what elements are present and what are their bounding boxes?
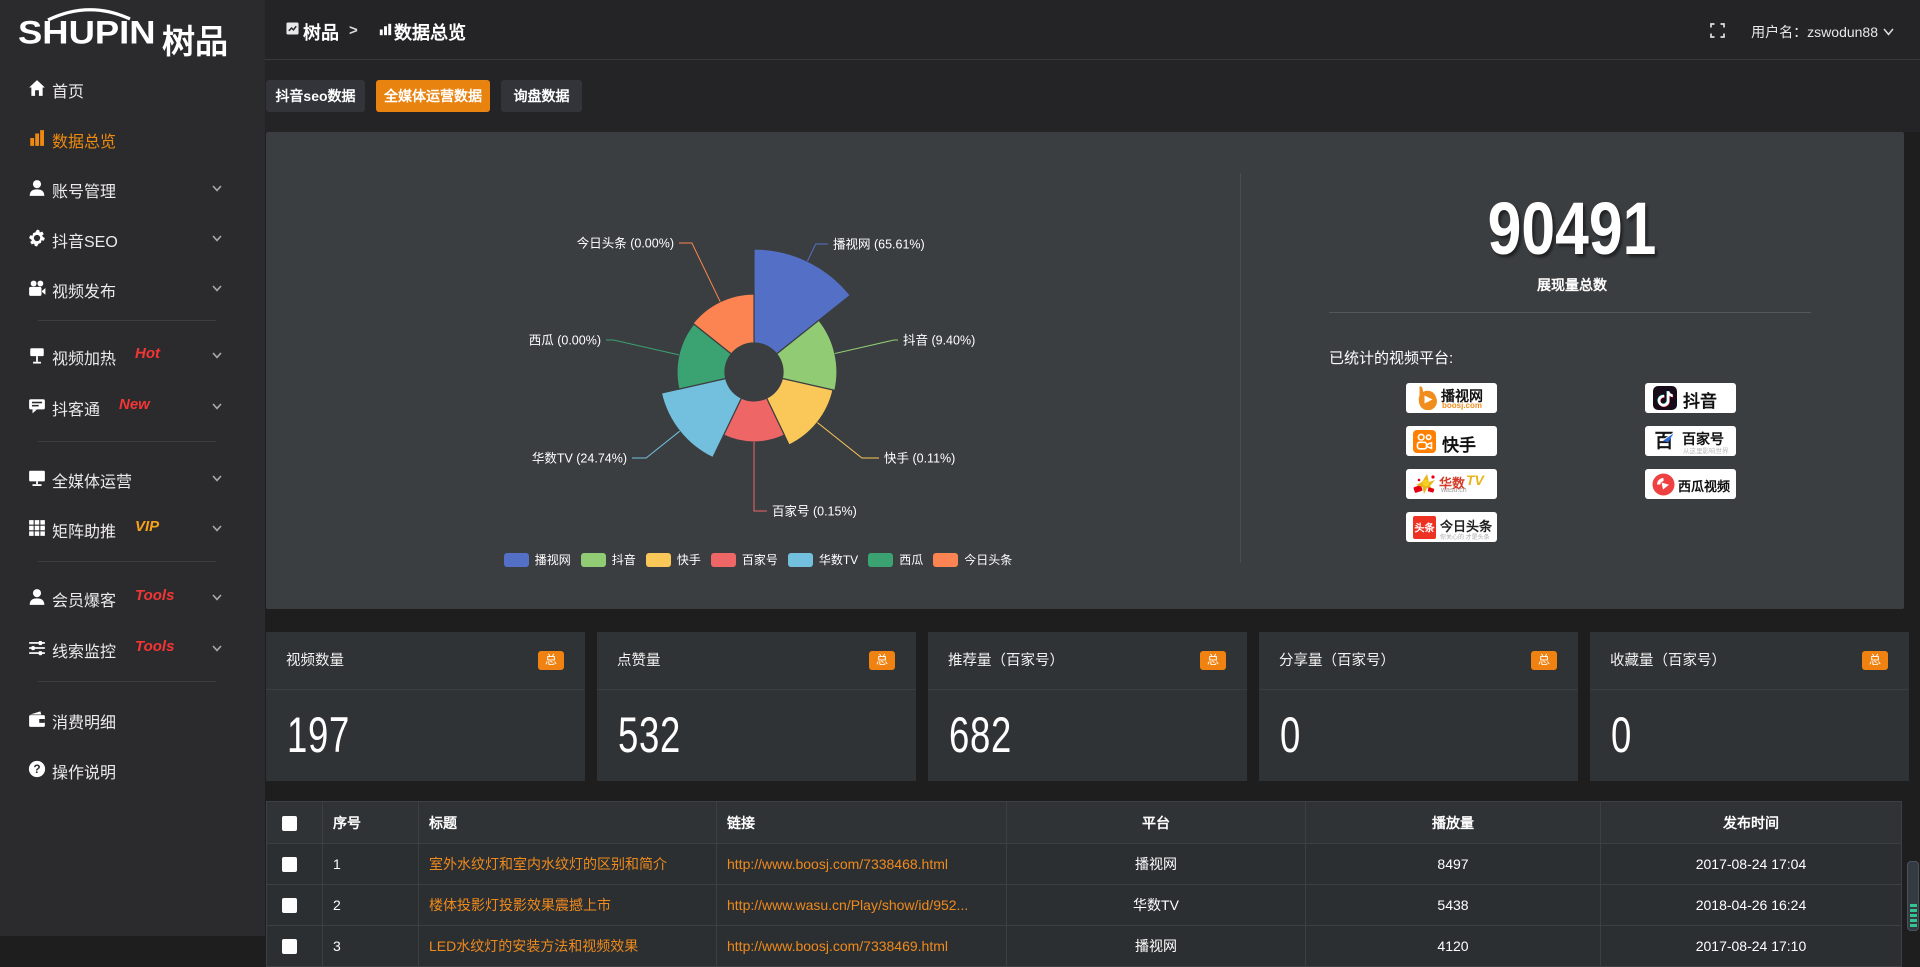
- svg-text:头条: 头条: [1415, 522, 1436, 535]
- svg-text:抖音 (9.40%): 抖音 (9.40%): [903, 333, 975, 348]
- svg-text:西瓜 (0.00%): 西瓜 (0.00%): [529, 334, 601, 348]
- svg-text:播视网 (65.61%): 播视网 (65.61%): [833, 237, 925, 252]
- svg-text:快手 (0.11%): 快手 (0.11%): [884, 452, 955, 466]
- svg-text:华数TV (24.74%): 华数TV (24.74%): [532, 451, 627, 466]
- svg-text:百家号 (0.15%): 百家号 (0.15%): [772, 504, 857, 519]
- svg-text:今日头条 (0.00%): 今日头条 (0.00%): [577, 236, 674, 251]
- svg-text:?: ?: [33, 762, 40, 776]
